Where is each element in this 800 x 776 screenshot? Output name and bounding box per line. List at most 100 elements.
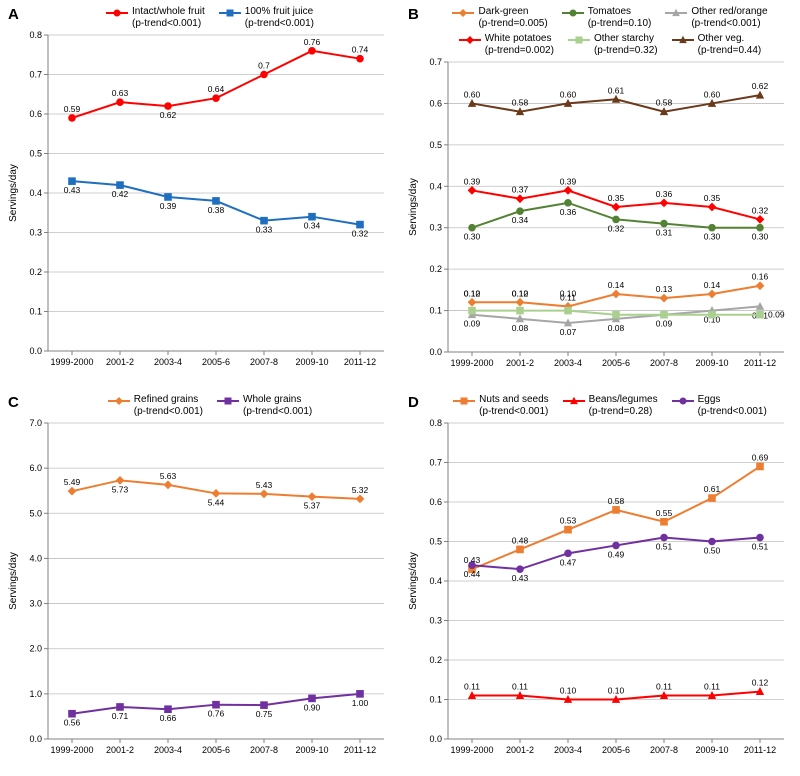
series-marker [708,290,717,299]
data-label: 0.69 [752,452,769,462]
x-tick-label: 2011-12 [344,745,376,755]
data-label: 0.61 [704,484,721,494]
series-marker [356,55,364,63]
data-label: 0.43 [64,185,81,195]
data-label: 0.51 [656,542,673,552]
x-tick-label: 2009-10 [695,358,728,368]
y-tick-label: 0.1 [429,695,442,705]
panel-label: A [8,6,19,23]
series-marker [756,311,764,319]
legend-label: Other starchy (p-trend=0.32) [594,33,658,56]
series-marker [468,561,476,569]
data-label: 0.10 [560,686,577,696]
data-label: 0.32 [752,205,769,215]
data-label: 0.35 [608,193,625,203]
panel-b: BDark-green (p-trend=0.005)Tomatoes (p-t… [400,0,800,388]
series-marker [468,307,476,315]
legend-swatch [568,35,590,45]
data-label: 0.16 [752,272,769,282]
data-label: 5.73 [112,484,129,494]
data-label: 0.75 [256,709,273,719]
series-marker [660,294,669,303]
data-label: 0.30 [464,232,481,242]
series-marker [756,91,764,99]
legend: Intact/whole fruit (p-trend<0.001)100% f… [4,4,396,29]
y-tick-label: 0.0 [29,734,42,744]
data-label: 0.36 [560,207,577,217]
data-label: 0.59 [64,104,81,114]
x-tick-label: 2007-8 [250,357,278,367]
series-marker [756,215,765,224]
legend-label: Other red/orange (p-trend<0.001) [691,6,767,29]
legend-item: Other red/orange (p-trend<0.001) [665,6,767,29]
y-tick-label: 0.1 [429,306,442,316]
legend-item: White potatoes (p-trend=0.002) [459,33,554,56]
chart-svg: 0.00.10.20.30.40.50.60.71999-20002001-22… [404,56,796,378]
x-tick-label: 2003-4 [554,358,582,368]
series-marker [516,307,524,315]
y-tick-label: 0.2 [29,267,42,277]
data-label: 0.43 [512,573,529,583]
chart-svg: 0.01.02.03.04.05.06.07.01999-20002001-22… [4,417,396,765]
series-marker [708,538,716,546]
series-marker [708,311,716,319]
legend-swatch [108,396,130,406]
legend-item: 100% fruit juice (p-trend<0.001) [219,6,314,29]
x-tick-label: 2003-4 [154,745,182,755]
series-marker [308,47,316,55]
legend-swatch [217,396,239,406]
data-label: 0.30 [752,232,769,242]
y-tick-label: 0.0 [29,346,42,356]
y-tick-label: 0.3 [429,223,442,233]
legend: Dark-green (p-trend=0.005)Tomatoes (p-tr… [404,4,796,56]
legend-label: Other veg. (p-trend=0.44) [698,33,762,56]
x-tick-label: 2009-10 [295,357,328,367]
y-tick-label: 6.0 [29,463,42,473]
series-marker [708,224,716,232]
y-tick-label: 0.6 [29,109,42,119]
series-marker [708,203,717,212]
legend-label: Refined grains (p-trend<0.001) [134,394,203,417]
data-label: 0.33 [256,225,273,235]
series-marker [260,490,269,499]
legend-label: White potatoes (p-trend=0.002) [485,33,554,56]
series-marker [708,494,716,502]
series-marker [468,224,476,232]
y-axis-title: Servings/day [408,178,419,236]
legend-item: Refined grains (p-trend<0.001) [108,394,203,417]
y-tick-label: 0.8 [429,418,442,428]
series-marker [756,281,765,290]
panel-d: DNuts and seeds (p-trend<0.001)Beans/leg… [400,388,800,776]
data-label: 0.09 [656,319,673,329]
x-tick-label: 2001-2 [106,357,134,367]
series-marker [660,198,669,207]
data-label: 0.34 [512,215,529,225]
legend-swatch [452,8,474,18]
y-tick-label: 0.5 [429,537,442,547]
data-label: 0.50 [704,546,721,556]
x-tick-label: 1999-2000 [450,745,493,755]
y-tick-label: 7.0 [29,418,42,428]
y-tick-label: 4.0 [29,553,42,563]
x-tick-label: 2001-2 [106,745,134,755]
data-label: 0.31 [656,228,673,238]
data-label: 0.64 [208,84,225,94]
series-marker [612,506,620,514]
data-label: 0.55 [656,508,673,518]
data-label: 0.61 [608,85,625,95]
data-label: 0.14 [704,280,721,290]
legend-item: Nuts and seeds (p-trend<0.001) [453,394,549,417]
series-marker [564,307,572,315]
x-tick-label: 2005-6 [602,745,630,755]
x-tick-label: 2005-6 [202,745,230,755]
series-marker [756,534,764,542]
series-marker [308,695,316,703]
legend-swatch [562,8,584,18]
legend-label: Whole grains (p-trend<0.001) [243,394,312,417]
legend: Nuts and seeds (p-trend<0.001)Beans/legu… [404,392,796,417]
data-label: 0.32 [352,229,369,239]
x-tick-label: 1999-2000 [50,745,93,755]
y-axis-title: Servings/day [8,164,19,222]
x-tick-label: 2009-10 [295,745,328,755]
data-label: 0.76 [208,709,225,719]
